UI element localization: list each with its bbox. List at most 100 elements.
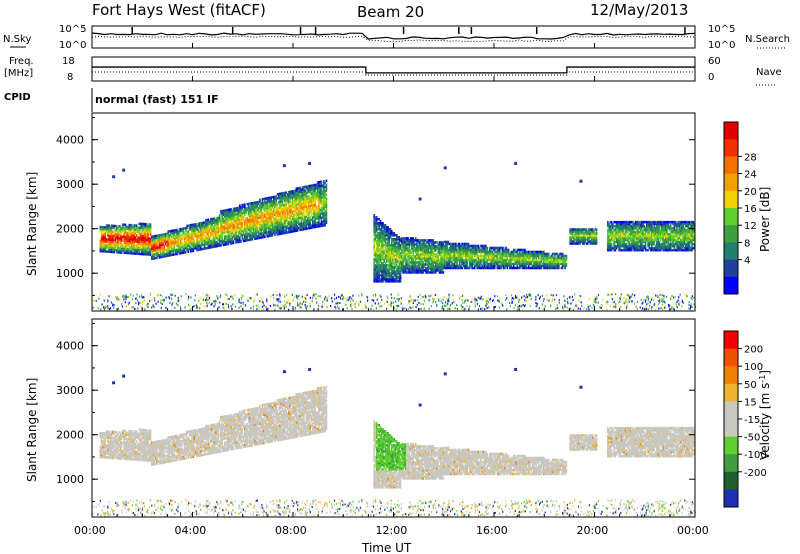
power-pixel: [382, 276, 384, 279]
power-pixel: [107, 224, 109, 227]
power-pixel: [419, 243, 422, 246]
power-pixel: [398, 242, 401, 245]
power-pixel: [279, 194, 281, 198]
power-pixel: [453, 250, 456, 254]
power-pixel: [120, 227, 123, 230]
power-pixel: [249, 226, 251, 229]
power-pixel: [271, 214, 274, 217]
power-pixel: [433, 269, 436, 272]
power-pixel: [149, 253, 152, 256]
power-pixel: [298, 202, 300, 206]
power-pixel: [183, 249, 186, 252]
power-pixel: [320, 222, 323, 226]
power-pixel: [591, 232, 594, 235]
power-pixel: [473, 260, 476, 264]
power-pixel: [152, 249, 154, 252]
power-pixel: [277, 224, 280, 228]
power-pixel: [244, 221, 246, 224]
power-pixel: [130, 236, 133, 239]
power-pixel: [375, 280, 378, 283]
power-pixel: [411, 269, 413, 272]
power-pixel: [225, 241, 227, 244]
power-pixel: [525, 254, 528, 258]
power-pixel: [477, 248, 480, 252]
power-pixel: [535, 266, 538, 270]
power-pixel: [574, 238, 576, 241]
power-pixel: [313, 216, 315, 219]
power-pixel: [384, 258, 387, 261]
power-pixel: [127, 235, 129, 239]
power-pixel: [197, 230, 200, 234]
power-pixel: [166, 250, 168, 254]
power-pixel: [104, 238, 107, 241]
power-pixel: [612, 232, 614, 236]
power-pixel: [146, 239, 148, 242]
power-pixel: [614, 232, 617, 236]
power-pixel: [374, 268, 377, 271]
power-pixel: [154, 248, 157, 252]
power-pixel: [373, 272, 375, 275]
power-pixel: [424, 263, 427, 266]
power-pixel: [220, 244, 222, 247]
power-pixel: [274, 199, 276, 203]
power-pixel: [555, 252, 558, 256]
power-pixel: [294, 189, 296, 193]
power-pixel: [389, 230, 392, 233]
power-pixel: [522, 248, 525, 252]
power-pixel: [319, 198, 321, 202]
power-pixel: [140, 236, 143, 240]
power-pixel: [613, 248, 615, 252]
power-pixel: [471, 256, 473, 260]
power-pixel: [374, 230, 377, 233]
power-pixel: [301, 216, 304, 219]
power-pixel: [259, 214, 261, 218]
power-pixel: [534, 264, 536, 268]
power-pixel: [380, 246, 383, 249]
date-label: 12/May/2013: [590, 1, 688, 19]
power-pixel: [109, 248, 112, 252]
power-pixel: [450, 258, 452, 262]
power-pixel: [261, 216, 264, 219]
power-pixel: [384, 252, 387, 255]
power-pixel: [284, 217, 286, 221]
power-pixel: [452, 262, 455, 266]
power-pixel: [594, 238, 597, 241]
power-pixel: [311, 188, 314, 191]
power-pixel: [325, 219, 328, 223]
power-pixel: [212, 237, 215, 241]
power-pixel: [431, 263, 433, 266]
power-pixel: [125, 239, 128, 243]
power-pixel: [388, 256, 391, 259]
power-pixel: [216, 242, 218, 246]
power-pixel: [195, 245, 197, 248]
power-pixel: [388, 232, 391, 235]
power-pixel: [451, 246, 453, 250]
power-pixel: [114, 236, 117, 240]
power-pixel: [262, 235, 265, 239]
power-pixel: [396, 268, 398, 271]
power-pixel: [146, 223, 148, 226]
power-pixel: [394, 278, 397, 281]
power-pixel: [314, 195, 316, 199]
power-pixel: [232, 235, 235, 239]
power-pixel: [303, 201, 305, 205]
power-pixel: [482, 250, 485, 254]
power-pixel: [614, 228, 617, 232]
power-pixel: [132, 244, 134, 247]
power-pixel: [463, 250, 466, 254]
power-pixel: [163, 235, 166, 238]
power-pixel: [308, 224, 310, 228]
power-pixel: [216, 216, 218, 220]
power-pixel: [241, 213, 244, 217]
power-pixel: [167, 236, 169, 239]
power-pixel: [158, 248, 161, 251]
power-pixel: [385, 234, 388, 237]
power-pixel: [375, 264, 378, 267]
power-pixel: [104, 242, 107, 245]
power-pixel: [316, 217, 319, 220]
power-pixel: [254, 211, 256, 214]
power-pixel: [427, 267, 430, 270]
power-pixel: [230, 212, 232, 215]
power-pixel: [306, 191, 309, 194]
power-pixel: [373, 266, 375, 269]
